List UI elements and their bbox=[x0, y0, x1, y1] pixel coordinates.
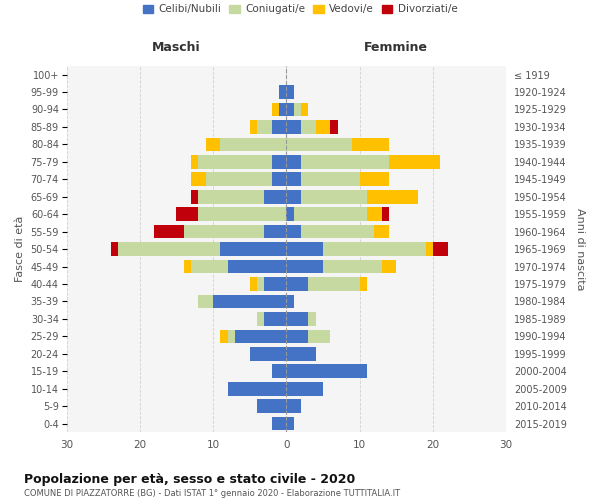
Bar bbox=[176, 208, 199, 221]
Bar bbox=[352, 138, 389, 151]
Text: Femmine: Femmine bbox=[364, 40, 428, 54]
Bar bbox=[293, 102, 301, 117]
Bar bbox=[286, 382, 323, 396]
Bar bbox=[250, 277, 257, 291]
Bar bbox=[286, 208, 293, 221]
Bar bbox=[257, 277, 265, 291]
Bar bbox=[308, 312, 316, 326]
Bar bbox=[184, 260, 191, 274]
Bar bbox=[301, 190, 367, 203]
Bar bbox=[286, 155, 301, 168]
Bar bbox=[286, 260, 323, 274]
Bar bbox=[257, 120, 272, 134]
Bar bbox=[286, 190, 301, 203]
Bar bbox=[228, 382, 286, 396]
Bar bbox=[367, 190, 418, 203]
Bar bbox=[425, 242, 433, 256]
Bar bbox=[286, 330, 308, 343]
Bar bbox=[293, 208, 367, 221]
Bar bbox=[286, 294, 293, 308]
Y-axis label: Fasce di età: Fasce di età bbox=[15, 216, 25, 282]
Bar bbox=[220, 138, 286, 151]
Bar bbox=[308, 277, 359, 291]
Bar bbox=[286, 277, 308, 291]
Bar bbox=[301, 102, 308, 117]
Bar bbox=[316, 120, 331, 134]
Bar bbox=[323, 260, 382, 274]
Bar bbox=[286, 347, 316, 360]
Legend: Celibi/Nubili, Coniugati/e, Vedovi/e, Divorziati/e: Celibi/Nubili, Coniugati/e, Vedovi/e, Di… bbox=[139, 0, 461, 18]
Bar bbox=[286, 172, 301, 186]
Y-axis label: Anni di nascita: Anni di nascita bbox=[575, 208, 585, 290]
Bar bbox=[265, 277, 286, 291]
Bar bbox=[272, 102, 279, 117]
Bar bbox=[374, 225, 389, 238]
Text: Popolazione per età, sesso e stato civile - 2020: Popolazione per età, sesso e stato civil… bbox=[24, 472, 355, 486]
Bar bbox=[331, 120, 338, 134]
Bar bbox=[213, 294, 286, 308]
Bar bbox=[286, 312, 308, 326]
Bar bbox=[235, 330, 286, 343]
Bar bbox=[301, 225, 374, 238]
Bar bbox=[110, 242, 118, 256]
Bar bbox=[272, 364, 286, 378]
Bar bbox=[301, 120, 316, 134]
Bar bbox=[323, 242, 425, 256]
Bar bbox=[272, 417, 286, 430]
Bar bbox=[265, 190, 286, 203]
Bar bbox=[286, 102, 293, 117]
Bar bbox=[250, 120, 257, 134]
Bar bbox=[286, 400, 301, 413]
Bar bbox=[279, 102, 286, 117]
Bar bbox=[382, 260, 396, 274]
Bar bbox=[265, 312, 286, 326]
Bar bbox=[286, 85, 293, 99]
Bar bbox=[279, 85, 286, 99]
Bar bbox=[191, 155, 199, 168]
Bar bbox=[272, 172, 286, 186]
Bar bbox=[257, 400, 286, 413]
Bar bbox=[286, 138, 352, 151]
Bar bbox=[286, 225, 301, 238]
Bar bbox=[389, 155, 440, 168]
Bar bbox=[184, 225, 265, 238]
Bar bbox=[308, 330, 331, 343]
Bar bbox=[118, 242, 220, 256]
Bar bbox=[250, 347, 286, 360]
Bar bbox=[154, 225, 184, 238]
Bar bbox=[265, 225, 286, 238]
Bar bbox=[382, 208, 389, 221]
Bar bbox=[286, 364, 367, 378]
Bar bbox=[206, 172, 272, 186]
Bar bbox=[359, 277, 367, 291]
Bar bbox=[199, 190, 265, 203]
Bar bbox=[301, 172, 359, 186]
Bar bbox=[257, 312, 265, 326]
Bar bbox=[301, 155, 389, 168]
Bar bbox=[206, 138, 220, 151]
Bar bbox=[228, 260, 286, 274]
Bar bbox=[199, 208, 286, 221]
Bar bbox=[286, 242, 323, 256]
Bar bbox=[220, 330, 228, 343]
Bar bbox=[199, 294, 213, 308]
Text: Maschi: Maschi bbox=[152, 40, 201, 54]
Bar bbox=[199, 155, 272, 168]
Bar bbox=[367, 208, 382, 221]
Bar bbox=[359, 172, 389, 186]
Bar bbox=[433, 242, 448, 256]
Bar bbox=[191, 172, 206, 186]
Bar bbox=[191, 260, 228, 274]
Bar bbox=[272, 120, 286, 134]
Text: COMUNE DI PIAZZATORRE (BG) - Dati ISTAT 1° gennaio 2020 - Elaborazione TUTTITALI: COMUNE DI PIAZZATORRE (BG) - Dati ISTAT … bbox=[24, 489, 400, 498]
Bar bbox=[286, 120, 301, 134]
Bar bbox=[272, 155, 286, 168]
Bar bbox=[286, 417, 293, 430]
Bar bbox=[191, 190, 199, 203]
Bar bbox=[220, 242, 286, 256]
Bar bbox=[228, 330, 235, 343]
